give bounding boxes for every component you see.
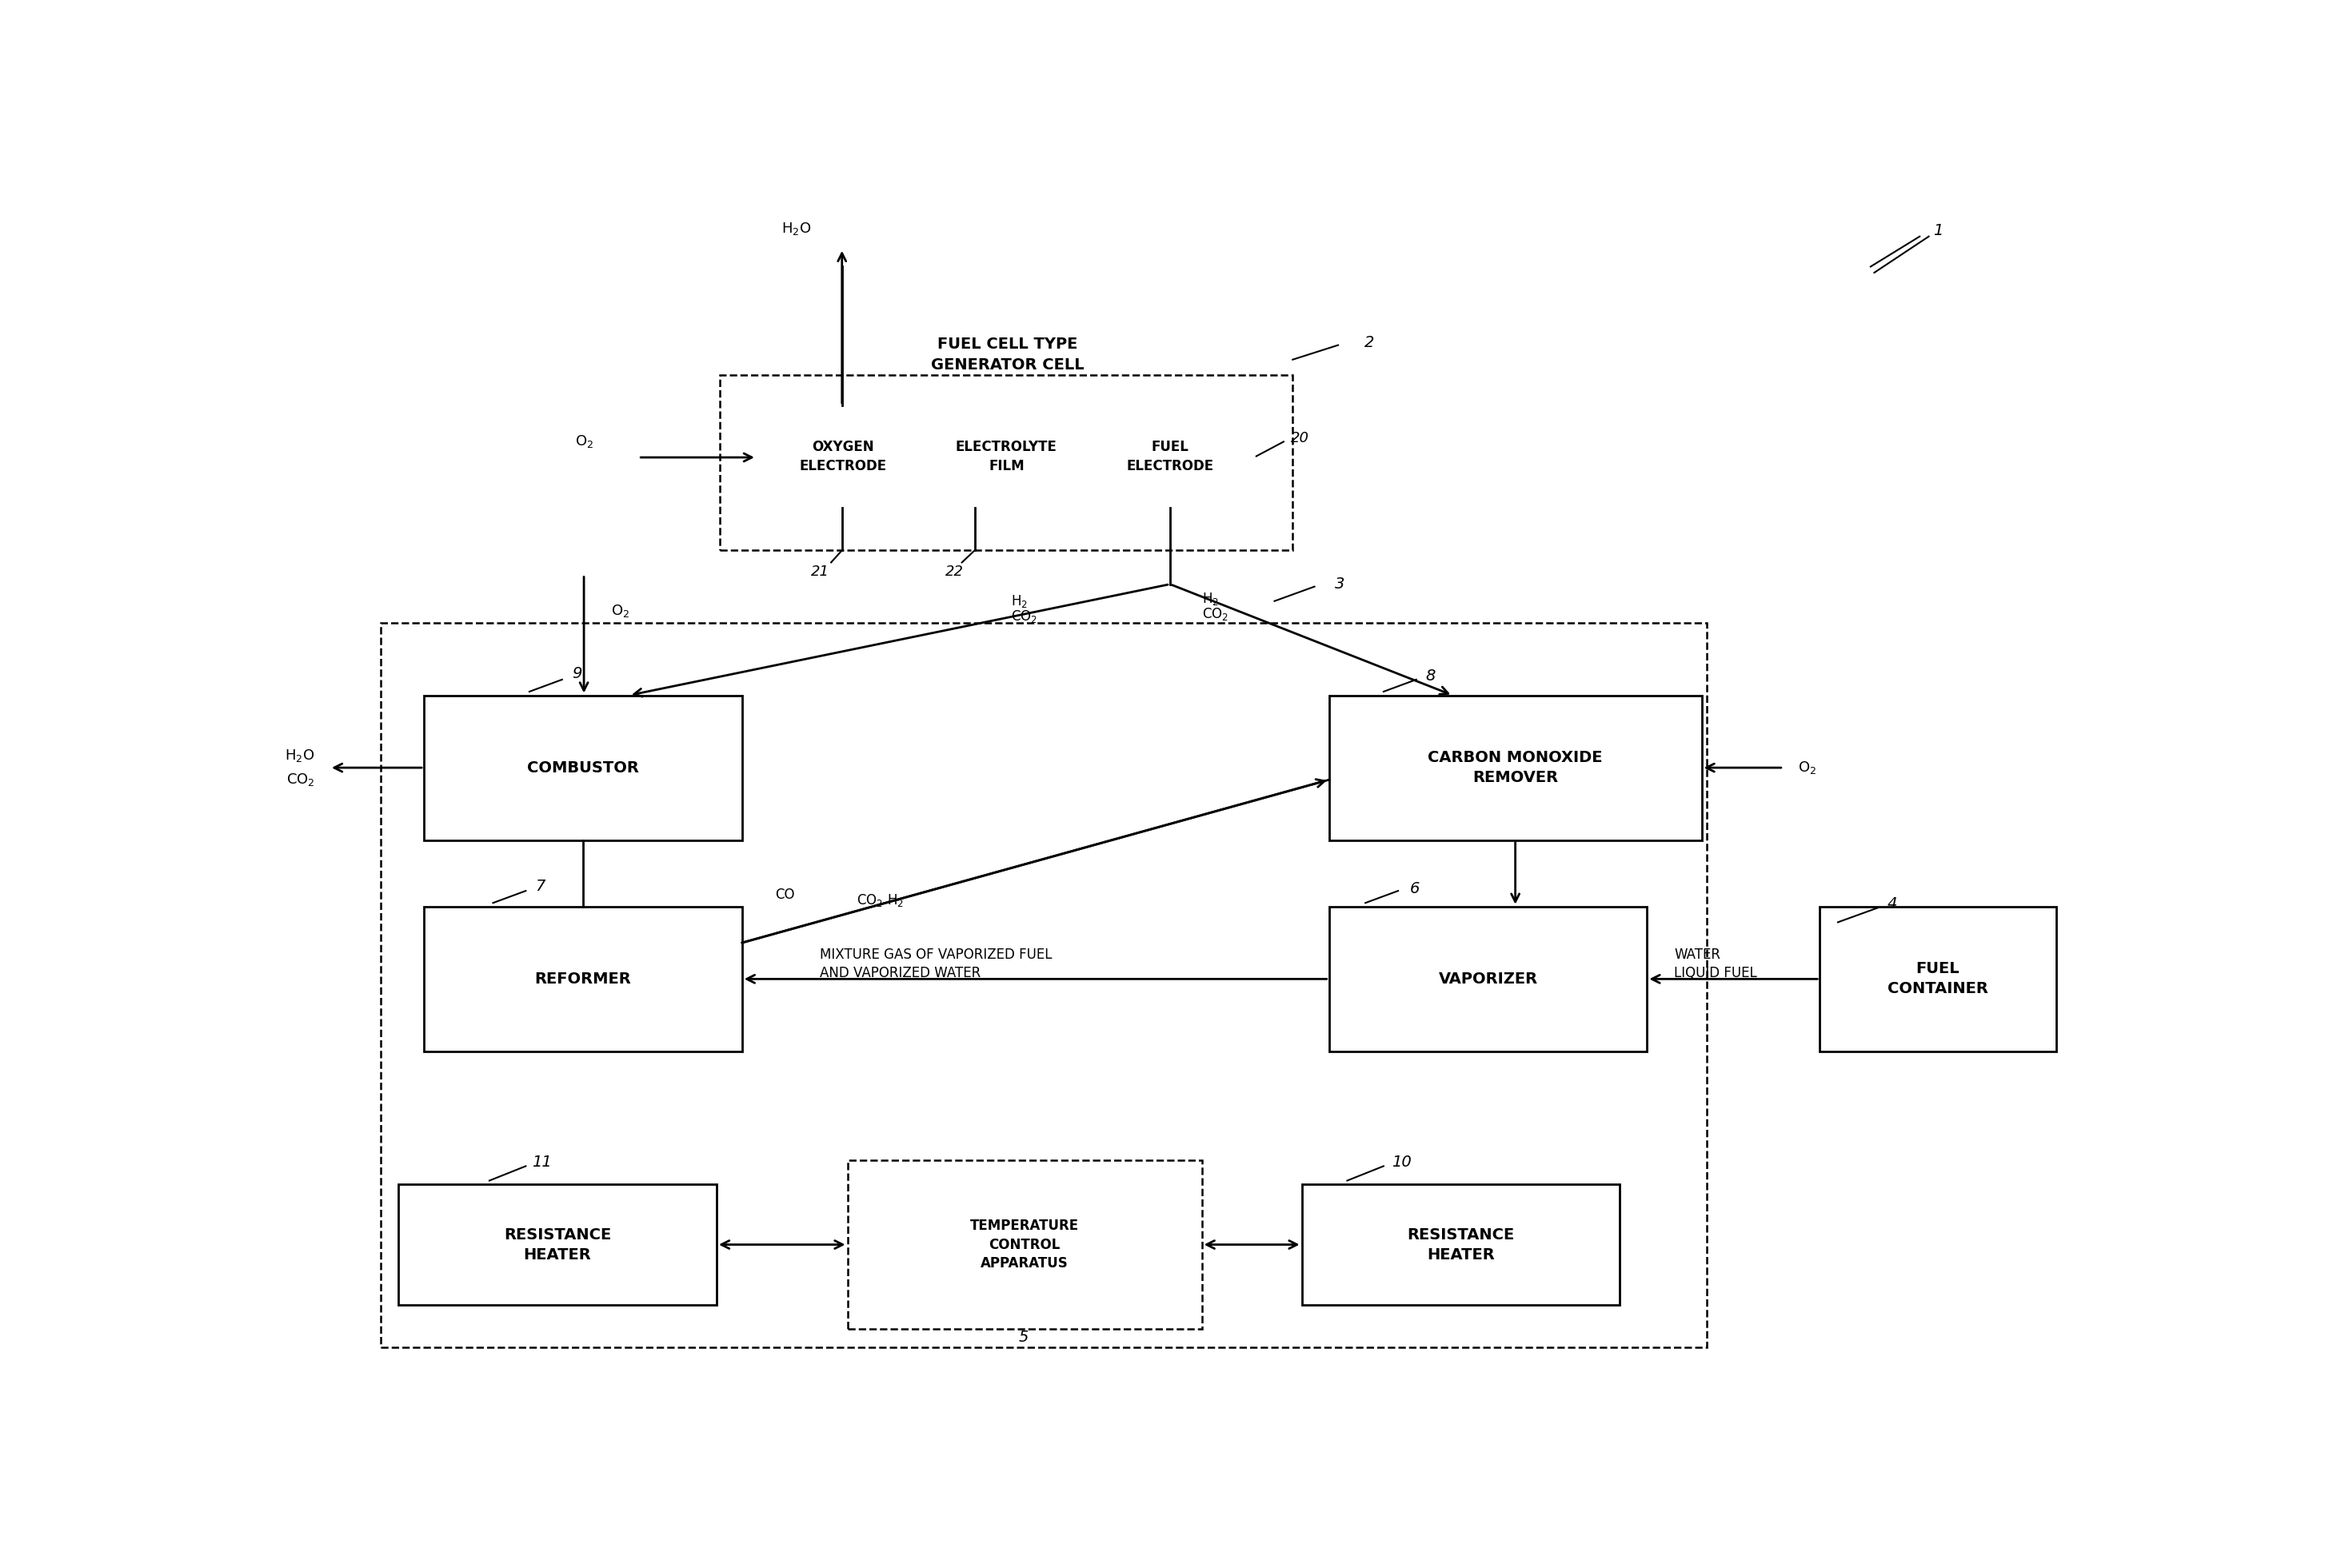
Text: LIQUID FUEL: LIQUID FUEL xyxy=(1674,966,1756,980)
Text: RESISTANCE
HEATER: RESISTANCE HEATER xyxy=(504,1228,612,1262)
Text: FUEL
ELECTRODE: FUEL ELECTRODE xyxy=(1126,441,1215,474)
Text: 10: 10 xyxy=(1393,1156,1412,1170)
Text: 3: 3 xyxy=(1334,577,1346,591)
Text: O$_2$: O$_2$ xyxy=(575,434,593,450)
Text: 7: 7 xyxy=(535,878,546,894)
FancyBboxPatch shape xyxy=(847,1160,1203,1330)
Text: CO$_2$: CO$_2$ xyxy=(1011,608,1036,624)
Text: H$_2$: H$_2$ xyxy=(1011,593,1027,608)
Text: VAPORIZER: VAPORIZER xyxy=(1437,972,1538,986)
Text: TEMPERATURE
CONTROL
APPARATUS: TEMPERATURE CONTROL APPARATUS xyxy=(971,1218,1079,1270)
Text: 4: 4 xyxy=(1888,897,1897,911)
FancyBboxPatch shape xyxy=(424,695,741,840)
FancyBboxPatch shape xyxy=(757,406,929,508)
Text: 2: 2 xyxy=(1365,336,1374,350)
Text: O$_2$: O$_2$ xyxy=(612,602,631,619)
Text: H$_2$: H$_2$ xyxy=(1203,591,1219,607)
FancyBboxPatch shape xyxy=(1083,406,1257,508)
Text: 20: 20 xyxy=(1290,431,1309,445)
Text: H$_2$O: H$_2$O xyxy=(781,221,811,237)
Text: CO: CO xyxy=(774,887,795,902)
Text: ELECTROLYTE
FILM: ELECTROLYTE FILM xyxy=(957,441,1058,474)
FancyBboxPatch shape xyxy=(399,1184,718,1305)
FancyBboxPatch shape xyxy=(720,375,1292,550)
Text: 11: 11 xyxy=(532,1156,551,1170)
FancyBboxPatch shape xyxy=(424,906,741,1052)
Text: AND VAPORIZED WATER: AND VAPORIZED WATER xyxy=(821,966,980,980)
Text: CO$_2$ H$_2$: CO$_2$ H$_2$ xyxy=(856,892,903,908)
Text: O$_2$: O$_2$ xyxy=(1799,760,1817,776)
Text: 9: 9 xyxy=(572,666,582,681)
Text: MIXTURE GAS OF VAPORIZED FUEL: MIXTURE GAS OF VAPORIZED FUEL xyxy=(821,947,1053,963)
Text: CO$_2$: CO$_2$ xyxy=(1203,607,1229,622)
Text: CARBON MONOXIDE
REMOVER: CARBON MONOXIDE REMOVER xyxy=(1428,750,1602,786)
Text: WATER: WATER xyxy=(1674,947,1721,963)
FancyBboxPatch shape xyxy=(929,406,1083,508)
FancyBboxPatch shape xyxy=(1820,906,2057,1052)
FancyBboxPatch shape xyxy=(1301,1184,1620,1305)
Text: 22: 22 xyxy=(945,564,964,579)
Text: OXYGEN
ELECTRODE: OXYGEN ELECTRODE xyxy=(800,441,886,474)
Text: CO$_2$: CO$_2$ xyxy=(286,771,314,787)
FancyBboxPatch shape xyxy=(1330,906,1646,1052)
Text: COMBUSTOR: COMBUSTOR xyxy=(528,760,638,775)
Text: 1: 1 xyxy=(1932,223,1942,238)
Text: 8: 8 xyxy=(1426,668,1435,684)
Text: FUEL CELL TYPE
GENERATOR CELL: FUEL CELL TYPE GENERATOR CELL xyxy=(931,337,1083,373)
Text: RESISTANCE
HEATER: RESISTANCE HEATER xyxy=(1407,1228,1515,1262)
Text: FUEL
CONTAINER: FUEL CONTAINER xyxy=(1888,961,1989,997)
Text: H$_2$O: H$_2$O xyxy=(286,748,314,764)
Text: 5: 5 xyxy=(1018,1330,1029,1345)
Text: 6: 6 xyxy=(1409,881,1419,895)
Text: 21: 21 xyxy=(811,564,830,579)
Text: REFORMER: REFORMER xyxy=(535,972,631,986)
FancyBboxPatch shape xyxy=(1330,695,1702,840)
